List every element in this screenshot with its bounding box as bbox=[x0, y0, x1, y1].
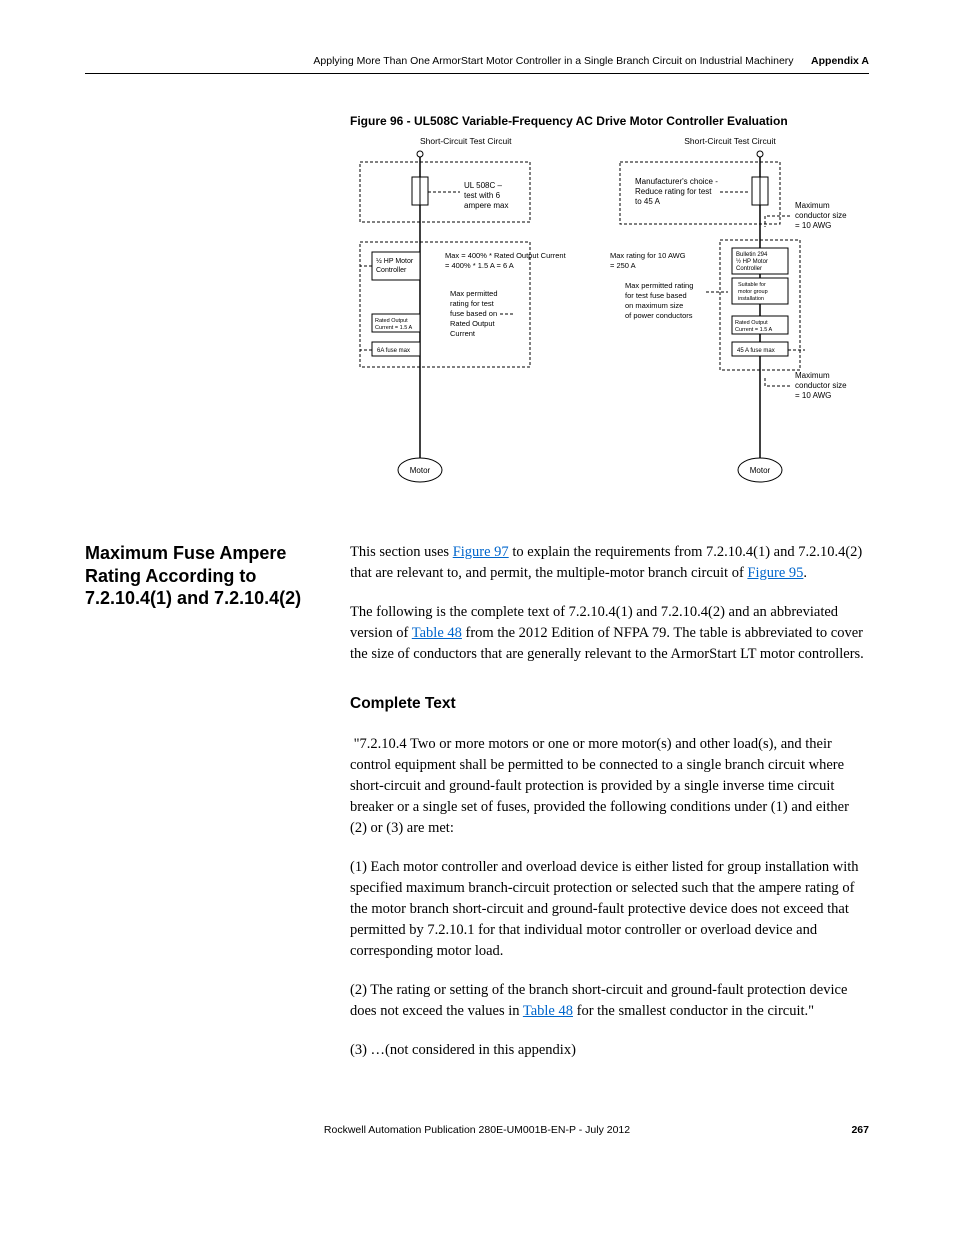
r-cr1-l1: Maximum bbox=[795, 201, 830, 210]
r-callout3-l4: of power conductors bbox=[625, 311, 693, 320]
l-box1-l1: ½ HP Motor bbox=[376, 257, 414, 265]
l-callout1-l2: test with 6 bbox=[464, 191, 501, 200]
page-footer: Rockwell Automation Publication 280E-UM0… bbox=[85, 1124, 869, 1136]
link-table-48-a[interactable]: Table 48 bbox=[412, 625, 462, 641]
sub-heading: Complete Text bbox=[350, 693, 869, 715]
r-cr1-l3: = 10 AWG bbox=[795, 221, 831, 230]
header-appendix: Appendix A bbox=[811, 55, 869, 67]
r-callout3-l3: on maximum size bbox=[625, 301, 683, 310]
para-1: This section uses Figure 97 to explain t… bbox=[350, 542, 869, 584]
l-callout3-l4: Rated Output bbox=[450, 319, 496, 328]
left-top-label: Short-Circuit Test Circuit bbox=[420, 136, 512, 146]
l-box3: 6A fuse max bbox=[377, 348, 410, 354]
r-callout2-l2: = 250 A bbox=[610, 261, 636, 270]
page-number: 267 bbox=[851, 1124, 869, 1136]
link-table-48-b[interactable]: Table 48 bbox=[523, 1003, 573, 1019]
r-box3-l1: Rated Output bbox=[735, 320, 768, 326]
r-callout1-l3: to 45 A bbox=[635, 197, 661, 206]
para-2: The following is the complete text of 7.… bbox=[350, 602, 869, 665]
para-5: (2) The rating or setting of the branch … bbox=[350, 980, 869, 1022]
r-callout3-l1: Max permitted rating bbox=[625, 281, 693, 290]
l-callout1-l1: UL 508C – bbox=[464, 181, 503, 190]
l-callout2-l1: Max = 400% * Rated Output Current bbox=[445, 251, 567, 260]
r-cr2-l2: conductor size bbox=[795, 381, 847, 390]
header-text: Applying More Than One ArmorStart Motor … bbox=[313, 55, 793, 67]
r-box1-l3: Controller bbox=[736, 266, 762, 272]
r-box4: 45 A fuse max bbox=[737, 348, 775, 354]
r-box1-l1: Bulletin 294 bbox=[736, 252, 768, 258]
r-box2-l2: motor group bbox=[738, 289, 768, 295]
r-callout2-l1: Max rating for 10 AWG bbox=[610, 251, 686, 260]
link-figure-97[interactable]: Figure 97 bbox=[453, 544, 509, 560]
r-callout1-l2: Reduce rating for test bbox=[635, 187, 712, 196]
header-rule bbox=[85, 73, 869, 74]
r-cr2-l3: = 10 AWG bbox=[795, 391, 831, 400]
l-callout3-l1: Max permitted bbox=[450, 289, 498, 298]
r-box3-l2: Current = 1.5 A bbox=[735, 327, 772, 333]
r-cr1-l2: conductor size bbox=[795, 211, 847, 220]
l-motor: Motor bbox=[410, 466, 431, 475]
para-6: (3) …(not considered in this appendix) bbox=[350, 1040, 869, 1061]
l-callout3-l5: Current bbox=[450, 329, 476, 338]
r-box2-l3: installation bbox=[738, 296, 764, 302]
r-box1-l2: ½ HP Motor bbox=[736, 258, 768, 265]
l-callout3-l3: fuse based on bbox=[450, 309, 497, 318]
footer-text: Rockwell Automation Publication 280E-UM0… bbox=[324, 1124, 630, 1136]
figure-title: Figure 96 - UL508C Variable-Frequency AC… bbox=[350, 114, 869, 128]
l-callout1-l3: ampere max bbox=[464, 201, 508, 210]
figure-diagram: Short-Circuit Test Circuit UL 508C – tes… bbox=[350, 132, 870, 512]
section-heading: Maximum Fuse Ampere Rating According to … bbox=[85, 542, 330, 1079]
r-cr2-l1: Maximum bbox=[795, 371, 830, 380]
l-box2-l1: Rated Output bbox=[375, 318, 408, 324]
r-motor: Motor bbox=[750, 466, 771, 475]
r-box2-l1: Suitable for bbox=[738, 282, 766, 288]
l-box2-l2: Current = 1.5 A bbox=[375, 325, 412, 331]
para-3: "7.2.10.4 Two or more motors or one or m… bbox=[350, 734, 869, 839]
right-top-label: Short-Circuit Test Circuit bbox=[684, 136, 776, 146]
page-header: Applying More Than One ArmorStart Motor … bbox=[85, 55, 869, 67]
para-4: (1) Each motor controller and overload d… bbox=[350, 857, 869, 962]
link-figure-95[interactable]: Figure 95 bbox=[747, 565, 803, 581]
l-callout2-l2: = 400% * 1.5 A = 6 A bbox=[445, 261, 514, 270]
body-column: This section uses Figure 97 to explain t… bbox=[350, 542, 869, 1079]
l-box1-l2: Controller bbox=[376, 267, 407, 274]
l-callout3-l2: rating for test bbox=[450, 299, 495, 308]
r-callout1-l1: Manufacturer's choice - bbox=[635, 177, 718, 186]
r-callout3-l2: for test fuse based bbox=[625, 291, 687, 300]
